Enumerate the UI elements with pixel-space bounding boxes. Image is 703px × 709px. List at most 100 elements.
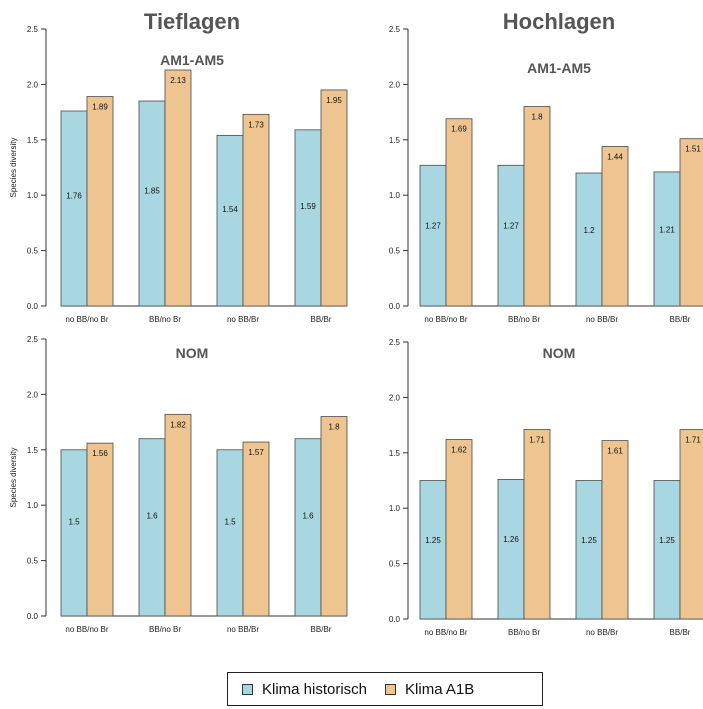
panel4-bar-historic	[419, 480, 447, 620]
legend-label-historic: Klima historisch	[262, 680, 368, 698]
panel4-bar-a1b	[679, 429, 703, 620]
panel1-bar-a1b	[86, 96, 114, 307]
panel3-bar-historic	[60, 449, 88, 617]
panel3-x-tick-label: BB/no Br	[149, 625, 181, 634]
panel2-bar-historic	[653, 171, 681, 307]
panel4-bar-a1b	[601, 440, 629, 620]
panel1-bar-historic	[138, 100, 166, 307]
panel4-y-tick-label: 2.0	[389, 393, 401, 402]
panel1-bar-value-label: 1.76	[66, 192, 82, 201]
panel3-y-tick-label: 0.0	[27, 612, 39, 621]
panel3-bar-value-label: 1.82	[170, 420, 186, 429]
panel1-bar-a1b	[164, 69, 192, 307]
panel1-bar-value-label: 2.13	[170, 76, 186, 85]
panel4-bar-value-label: 1.71	[685, 436, 701, 445]
panel2-y-tick-label: 1.0	[389, 191, 401, 200]
panel1-bar-value-label: 1.85	[144, 186, 160, 195]
panel1-bar-a1b	[242, 113, 270, 307]
panel1-y-tick-label: 2.0	[27, 80, 39, 89]
panel4-bar-value-label: 1.25	[425, 536, 441, 545]
panel2-y-tick-label: 1.5	[389, 136, 401, 145]
panel1-y-tick-label: 0.5	[27, 247, 39, 256]
panel2-bar-historic	[419, 164, 447, 307]
panel1-x-tick-label: BB/Br	[311, 315, 332, 324]
panel4-title: NOM	[543, 345, 576, 361]
panel4-bar-value-label: 1.25	[581, 536, 597, 545]
panel1-y-tick-label: 2.5	[27, 25, 39, 34]
panel3-bar-value-label: 1.8	[328, 423, 340, 432]
column-title-tieflagen: Tieflagen	[144, 9, 240, 34]
legend: Klima historisch Klima A1B	[227, 672, 543, 706]
panel2-bar-value-label: 1.69	[451, 125, 467, 134]
panel3-title: NOM	[176, 345, 209, 361]
panel3-x-tick-label: BB/Br	[311, 625, 332, 634]
panel2-x-tick-label: no BB/Br	[586, 315, 618, 324]
panel1-title: AM1-AM5	[160, 52, 224, 68]
panel2-bar-value-label: 1.27	[503, 222, 519, 231]
panel4-bar-a1b	[445, 439, 473, 620]
panel2-bar-value-label: 1.51	[685, 145, 701, 154]
panel2-bar-value-label: 1.44	[607, 152, 623, 161]
panel4-y-tick-label: 0.0	[389, 615, 401, 624]
panel3-bar-a1b	[242, 441, 270, 617]
panel4-y-tick-label: 1.5	[389, 449, 401, 458]
legend-item-historic: Klima historisch	[242, 681, 367, 698]
panel3-bar-value-label: 1.5	[224, 518, 236, 527]
panel1-y-tick-label: 0.0	[27, 302, 39, 311]
panel3-bar-a1b	[320, 416, 348, 617]
panel4-bar-historic	[575, 480, 603, 620]
panel4-bar-value-label: 1.25	[659, 536, 675, 545]
panel3-y-tick-label: 2.0	[27, 390, 39, 399]
legend-item-a1b: Klima A1B	[385, 681, 474, 698]
legend-swatch-historic	[242, 683, 253, 695]
panel3-bar-value-label: 1.57	[248, 448, 264, 457]
panel4-bar-historic	[653, 480, 681, 620]
panel4-x-tick-label: BB/Br	[670, 628, 691, 637]
panel2-y-tick-label: 2.0	[389, 80, 401, 89]
panel2-y-tick-label: 2.5	[389, 25, 401, 34]
panel3-y-tick-label: 0.5	[27, 557, 39, 566]
legend-swatch-a1b	[385, 683, 397, 695]
panel4-bar-historic	[497, 478, 525, 620]
panel3-bar-value-label: 1.6	[146, 511, 158, 520]
panel4-bar-a1b	[523, 429, 551, 620]
panel2-bar-value-label: 1.2	[583, 226, 595, 235]
panel2-x-tick-label: no BB/no Br	[424, 315, 467, 324]
panel2-bar-historic	[575, 172, 603, 307]
panel1-x-tick-label: no BB/no Br	[65, 315, 108, 324]
panel2-y-tick-label: 0.5	[389, 247, 401, 256]
panel1-y-tick-label: 1.0	[27, 191, 39, 200]
panel2-x-tick-label: BB/no Br	[508, 315, 540, 324]
panel1-bar-value-label: 1.73	[248, 120, 264, 129]
panel3-bar-value-label: 1.6	[302, 511, 314, 520]
panel4-x-tick-label: BB/no Br	[508, 628, 540, 637]
panel4-bar-value-label: 1.71	[529, 436, 545, 445]
panel3-y-label: Species diversity	[9, 447, 18, 507]
panel1-bar-value-label: 1.95	[326, 96, 342, 105]
panel2-bar-a1b	[445, 118, 473, 307]
panel4-bar-value-label: 1.62	[451, 446, 467, 455]
panel1-x-tick-label: no BB/Br	[227, 315, 259, 324]
panel1-bar-a1b	[320, 89, 348, 307]
panel4-y-tick-label: 2.5	[389, 338, 401, 347]
panel2-bar-value-label: 1.27	[425, 222, 441, 231]
panel1-bar-historic	[60, 110, 88, 307]
panel3-bar-value-label: 1.5	[68, 518, 80, 527]
panel2-bar-a1b	[679, 138, 703, 307]
legend-label-a1b: Klima A1B	[405, 680, 475, 698]
panel4-x-tick-label: no BB/Br	[586, 628, 618, 637]
panel1-bar-value-label: 1.59	[300, 202, 316, 211]
panel1-x-tick-label: BB/no Br	[149, 315, 181, 324]
panel3-bar-historic	[138, 438, 166, 617]
panel2-bar-a1b	[601, 146, 629, 307]
panel1-bar-value-label: 1.54	[222, 205, 238, 214]
panel3-y-tick-label: 1.5	[27, 446, 39, 455]
panel4-x-tick-label: no BB/no Br	[424, 628, 467, 637]
panel2-bar-historic	[497, 164, 525, 307]
panel1-y-tick-label: 1.5	[27, 136, 39, 145]
panel2-bar-value-label: 1.8	[531, 113, 543, 122]
panel1-y-label: Species diversity	[9, 137, 18, 197]
panel1-bar-historic	[216, 134, 244, 307]
panel1-bar-value-label: 1.89	[92, 103, 108, 112]
